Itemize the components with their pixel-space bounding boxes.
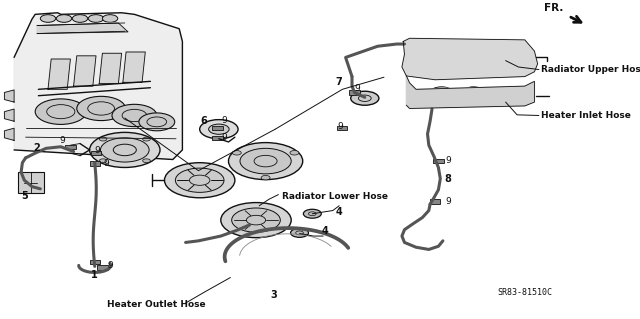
Circle shape bbox=[40, 15, 56, 22]
Text: 9: 9 bbox=[104, 159, 109, 168]
Circle shape bbox=[90, 132, 160, 167]
Text: Radiator Lower Hose: Radiator Lower Hose bbox=[282, 192, 388, 201]
Text: FR.: FR. bbox=[544, 4, 563, 13]
Text: 9: 9 bbox=[445, 156, 451, 165]
Circle shape bbox=[228, 143, 303, 180]
Circle shape bbox=[99, 137, 107, 141]
Circle shape bbox=[430, 87, 453, 98]
Text: 7: 7 bbox=[336, 77, 342, 87]
Circle shape bbox=[88, 15, 104, 22]
Circle shape bbox=[232, 208, 280, 232]
Circle shape bbox=[164, 163, 235, 198]
Bar bbox=[65, 145, 76, 149]
Circle shape bbox=[240, 148, 291, 174]
Text: Heater Inlet Hose: Heater Inlet Hose bbox=[541, 111, 630, 120]
Circle shape bbox=[35, 99, 86, 124]
Text: 5: 5 bbox=[21, 191, 28, 201]
Circle shape bbox=[143, 159, 150, 163]
Polygon shape bbox=[48, 59, 70, 89]
Circle shape bbox=[351, 91, 379, 105]
Text: 9: 9 bbox=[355, 84, 360, 93]
Circle shape bbox=[221, 203, 291, 238]
Bar bbox=[91, 151, 101, 155]
Bar bbox=[433, 159, 444, 163]
Polygon shape bbox=[74, 56, 96, 86]
Circle shape bbox=[303, 209, 321, 218]
Polygon shape bbox=[37, 23, 128, 33]
Circle shape bbox=[112, 104, 157, 127]
Circle shape bbox=[421, 50, 449, 64]
Bar bbox=[212, 136, 223, 140]
Circle shape bbox=[290, 151, 299, 155]
Bar bbox=[18, 172, 44, 193]
Text: 8: 8 bbox=[445, 174, 451, 184]
Text: SR83-81510C: SR83-81510C bbox=[497, 288, 552, 297]
Text: 3: 3 bbox=[271, 290, 277, 300]
Polygon shape bbox=[123, 52, 145, 82]
Circle shape bbox=[100, 138, 149, 162]
Text: 4: 4 bbox=[322, 226, 328, 236]
Text: Heater Outlet Hose: Heater Outlet Hose bbox=[108, 300, 206, 309]
Bar bbox=[97, 265, 108, 270]
Circle shape bbox=[72, 15, 88, 22]
Circle shape bbox=[209, 124, 229, 134]
Text: 6: 6 bbox=[200, 116, 207, 126]
Text: 9: 9 bbox=[95, 146, 100, 155]
Bar bbox=[90, 260, 100, 264]
Polygon shape bbox=[4, 90, 14, 102]
Polygon shape bbox=[4, 128, 14, 140]
Bar bbox=[337, 126, 347, 130]
Circle shape bbox=[200, 120, 238, 139]
Circle shape bbox=[454, 52, 480, 64]
Bar bbox=[349, 90, 360, 95]
Polygon shape bbox=[4, 109, 14, 121]
Circle shape bbox=[483, 54, 509, 67]
Circle shape bbox=[143, 137, 150, 141]
Circle shape bbox=[509, 59, 528, 69]
Circle shape bbox=[496, 89, 515, 99]
Text: 9: 9 bbox=[60, 136, 65, 145]
Circle shape bbox=[139, 113, 175, 131]
Bar bbox=[90, 161, 100, 166]
Text: 1: 1 bbox=[92, 270, 98, 280]
Text: 4: 4 bbox=[336, 207, 342, 217]
Circle shape bbox=[261, 175, 270, 180]
Polygon shape bbox=[14, 13, 182, 160]
Text: Radiator Upper Hose: Radiator Upper Hose bbox=[541, 65, 640, 74]
Circle shape bbox=[56, 15, 72, 22]
Text: 9: 9 bbox=[221, 133, 227, 142]
Bar bbox=[212, 126, 223, 130]
Circle shape bbox=[291, 228, 308, 237]
Circle shape bbox=[102, 15, 118, 22]
Circle shape bbox=[175, 168, 224, 192]
Circle shape bbox=[99, 159, 107, 163]
Text: 9: 9 bbox=[338, 122, 343, 130]
Text: 9: 9 bbox=[221, 116, 227, 125]
Polygon shape bbox=[99, 53, 122, 84]
Circle shape bbox=[232, 151, 241, 155]
Circle shape bbox=[462, 87, 485, 98]
Polygon shape bbox=[406, 76, 534, 108]
Polygon shape bbox=[402, 38, 538, 80]
Bar bbox=[430, 199, 440, 204]
Circle shape bbox=[77, 96, 125, 121]
Text: 9: 9 bbox=[108, 261, 113, 270]
Text: 2: 2 bbox=[34, 143, 40, 153]
Text: 9: 9 bbox=[445, 197, 451, 206]
